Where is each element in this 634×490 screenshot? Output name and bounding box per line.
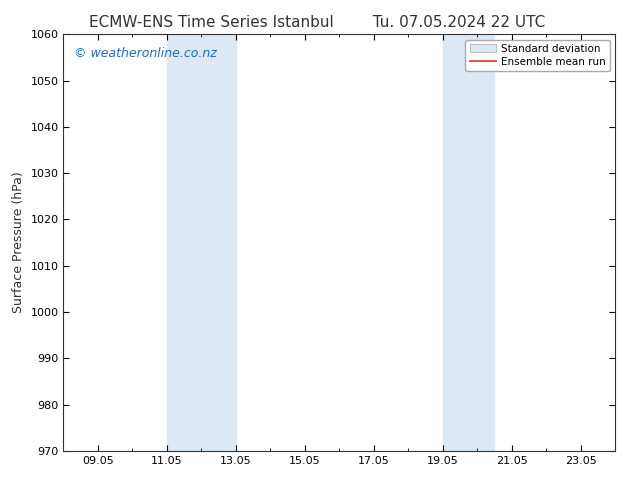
Legend: Standard deviation, Ensemble mean run: Standard deviation, Ensemble mean run	[465, 40, 610, 71]
Bar	[167, 34, 236, 451]
Y-axis label: Surface Pressure (hPa): Surface Pressure (hPa)	[12, 172, 25, 314]
Text: ECMW-ENS Time Series Istanbul        Tu. 07.05.2024 22 UTC: ECMW-ENS Time Series Istanbul Tu. 07.05.…	[89, 15, 545, 30]
Bar	[443, 34, 495, 451]
Text: © weatheronline.co.nz: © weatheronline.co.nz	[74, 47, 217, 60]
